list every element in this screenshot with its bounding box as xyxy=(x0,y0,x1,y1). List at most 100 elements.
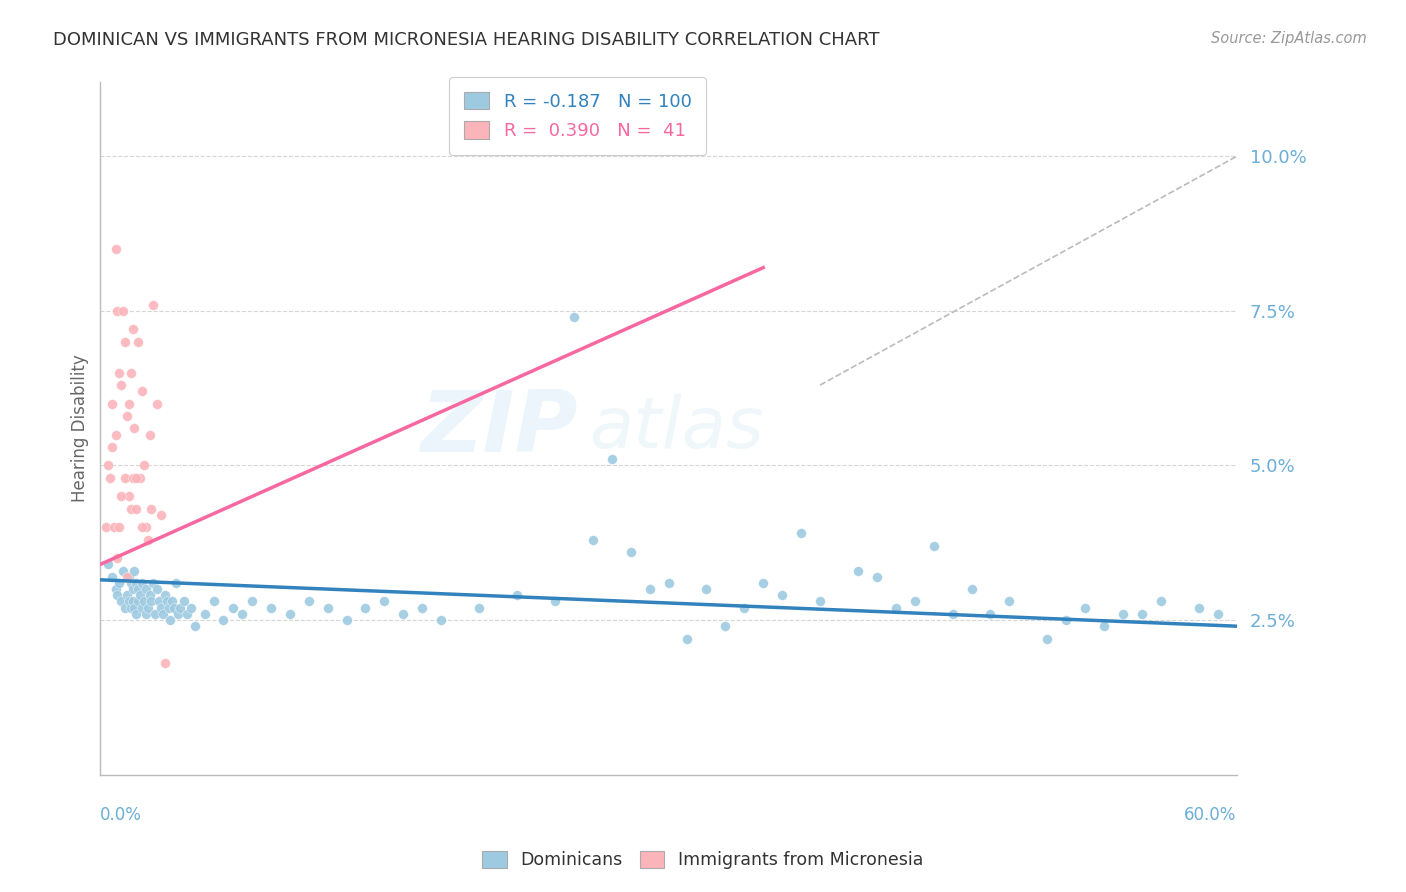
Point xyxy=(392,607,415,621)
Point xyxy=(231,607,253,621)
Point xyxy=(94,520,117,534)
Point xyxy=(942,607,965,621)
Point xyxy=(1036,632,1059,646)
Point xyxy=(620,545,643,559)
Point xyxy=(105,588,128,602)
Point xyxy=(132,594,155,608)
Point xyxy=(110,489,132,503)
Point xyxy=(129,588,152,602)
Point xyxy=(131,384,153,399)
Point xyxy=(135,582,157,596)
Point xyxy=(169,600,191,615)
Point xyxy=(112,304,135,318)
Point xyxy=(118,397,141,411)
Point xyxy=(180,600,202,615)
Point xyxy=(146,582,169,596)
Point xyxy=(468,600,491,615)
Point xyxy=(112,564,135,578)
Point xyxy=(131,600,153,615)
Point xyxy=(173,594,195,608)
Point xyxy=(120,600,142,615)
Point xyxy=(118,594,141,608)
Point xyxy=(131,575,153,590)
Point xyxy=(142,575,165,590)
Point xyxy=(998,594,1021,608)
Point xyxy=(114,334,136,349)
Point xyxy=(104,427,127,442)
Point xyxy=(135,520,157,534)
Point xyxy=(165,575,187,590)
Point xyxy=(695,582,717,596)
Point xyxy=(411,600,433,615)
Point xyxy=(131,520,153,534)
Point xyxy=(104,242,127,256)
Point xyxy=(544,594,567,608)
Point xyxy=(105,304,128,318)
Point xyxy=(141,501,163,516)
Point xyxy=(212,613,235,627)
Point xyxy=(100,440,122,454)
Point xyxy=(354,600,377,615)
Y-axis label: Hearing Disability: Hearing Disability xyxy=(72,354,89,502)
Point xyxy=(866,570,889,584)
Point xyxy=(121,582,143,596)
Point xyxy=(120,366,142,380)
Point xyxy=(1206,607,1229,621)
Legend: Dominicans, Immigrants from Micronesia: Dominicans, Immigrants from Micronesia xyxy=(475,844,931,876)
Point xyxy=(110,378,132,392)
Point xyxy=(163,600,186,615)
Point xyxy=(1054,613,1077,627)
Point xyxy=(146,397,169,411)
Point xyxy=(846,564,869,578)
Point xyxy=(159,613,181,627)
Point xyxy=(1150,594,1173,608)
Point xyxy=(136,600,159,615)
Point xyxy=(676,632,699,646)
Point xyxy=(638,582,661,596)
Point xyxy=(127,582,149,596)
Point xyxy=(121,594,143,608)
Point xyxy=(335,613,357,627)
Point xyxy=(278,607,301,621)
Point xyxy=(136,533,159,547)
Point xyxy=(157,600,180,615)
Point xyxy=(1092,619,1115,633)
Text: DOMINICAN VS IMMIGRANTS FROM MICRONESIA HEARING DISABILITY CORRELATION CHART: DOMINICAN VS IMMIGRANTS FROM MICRONESIA … xyxy=(53,31,880,49)
Point xyxy=(125,471,148,485)
Point xyxy=(118,570,141,584)
Point xyxy=(124,564,146,578)
Point xyxy=(97,458,120,473)
Point xyxy=(148,594,170,608)
Point xyxy=(103,520,125,534)
Point xyxy=(121,471,143,485)
Point xyxy=(108,366,131,380)
Point xyxy=(202,594,225,608)
Point xyxy=(1112,607,1135,621)
Point xyxy=(108,520,131,534)
Point xyxy=(582,533,605,547)
Point xyxy=(156,594,179,608)
Point xyxy=(562,310,585,324)
Text: 0.0%: 0.0% xyxy=(100,805,142,823)
Point xyxy=(97,558,120,572)
Point xyxy=(105,551,128,566)
Point xyxy=(752,575,775,590)
Point xyxy=(176,607,198,621)
Point xyxy=(167,607,190,621)
Point xyxy=(1188,600,1211,615)
Point xyxy=(125,575,148,590)
Point xyxy=(153,588,176,602)
Point xyxy=(118,489,141,503)
Point xyxy=(115,409,138,423)
Point xyxy=(127,594,149,608)
Point xyxy=(124,421,146,435)
Point xyxy=(120,575,142,590)
Point xyxy=(115,570,138,584)
Point xyxy=(149,600,172,615)
Point xyxy=(430,613,453,627)
Point xyxy=(960,582,983,596)
Point xyxy=(104,582,127,596)
Point xyxy=(115,588,138,602)
Point xyxy=(222,600,245,615)
Point xyxy=(120,501,142,516)
